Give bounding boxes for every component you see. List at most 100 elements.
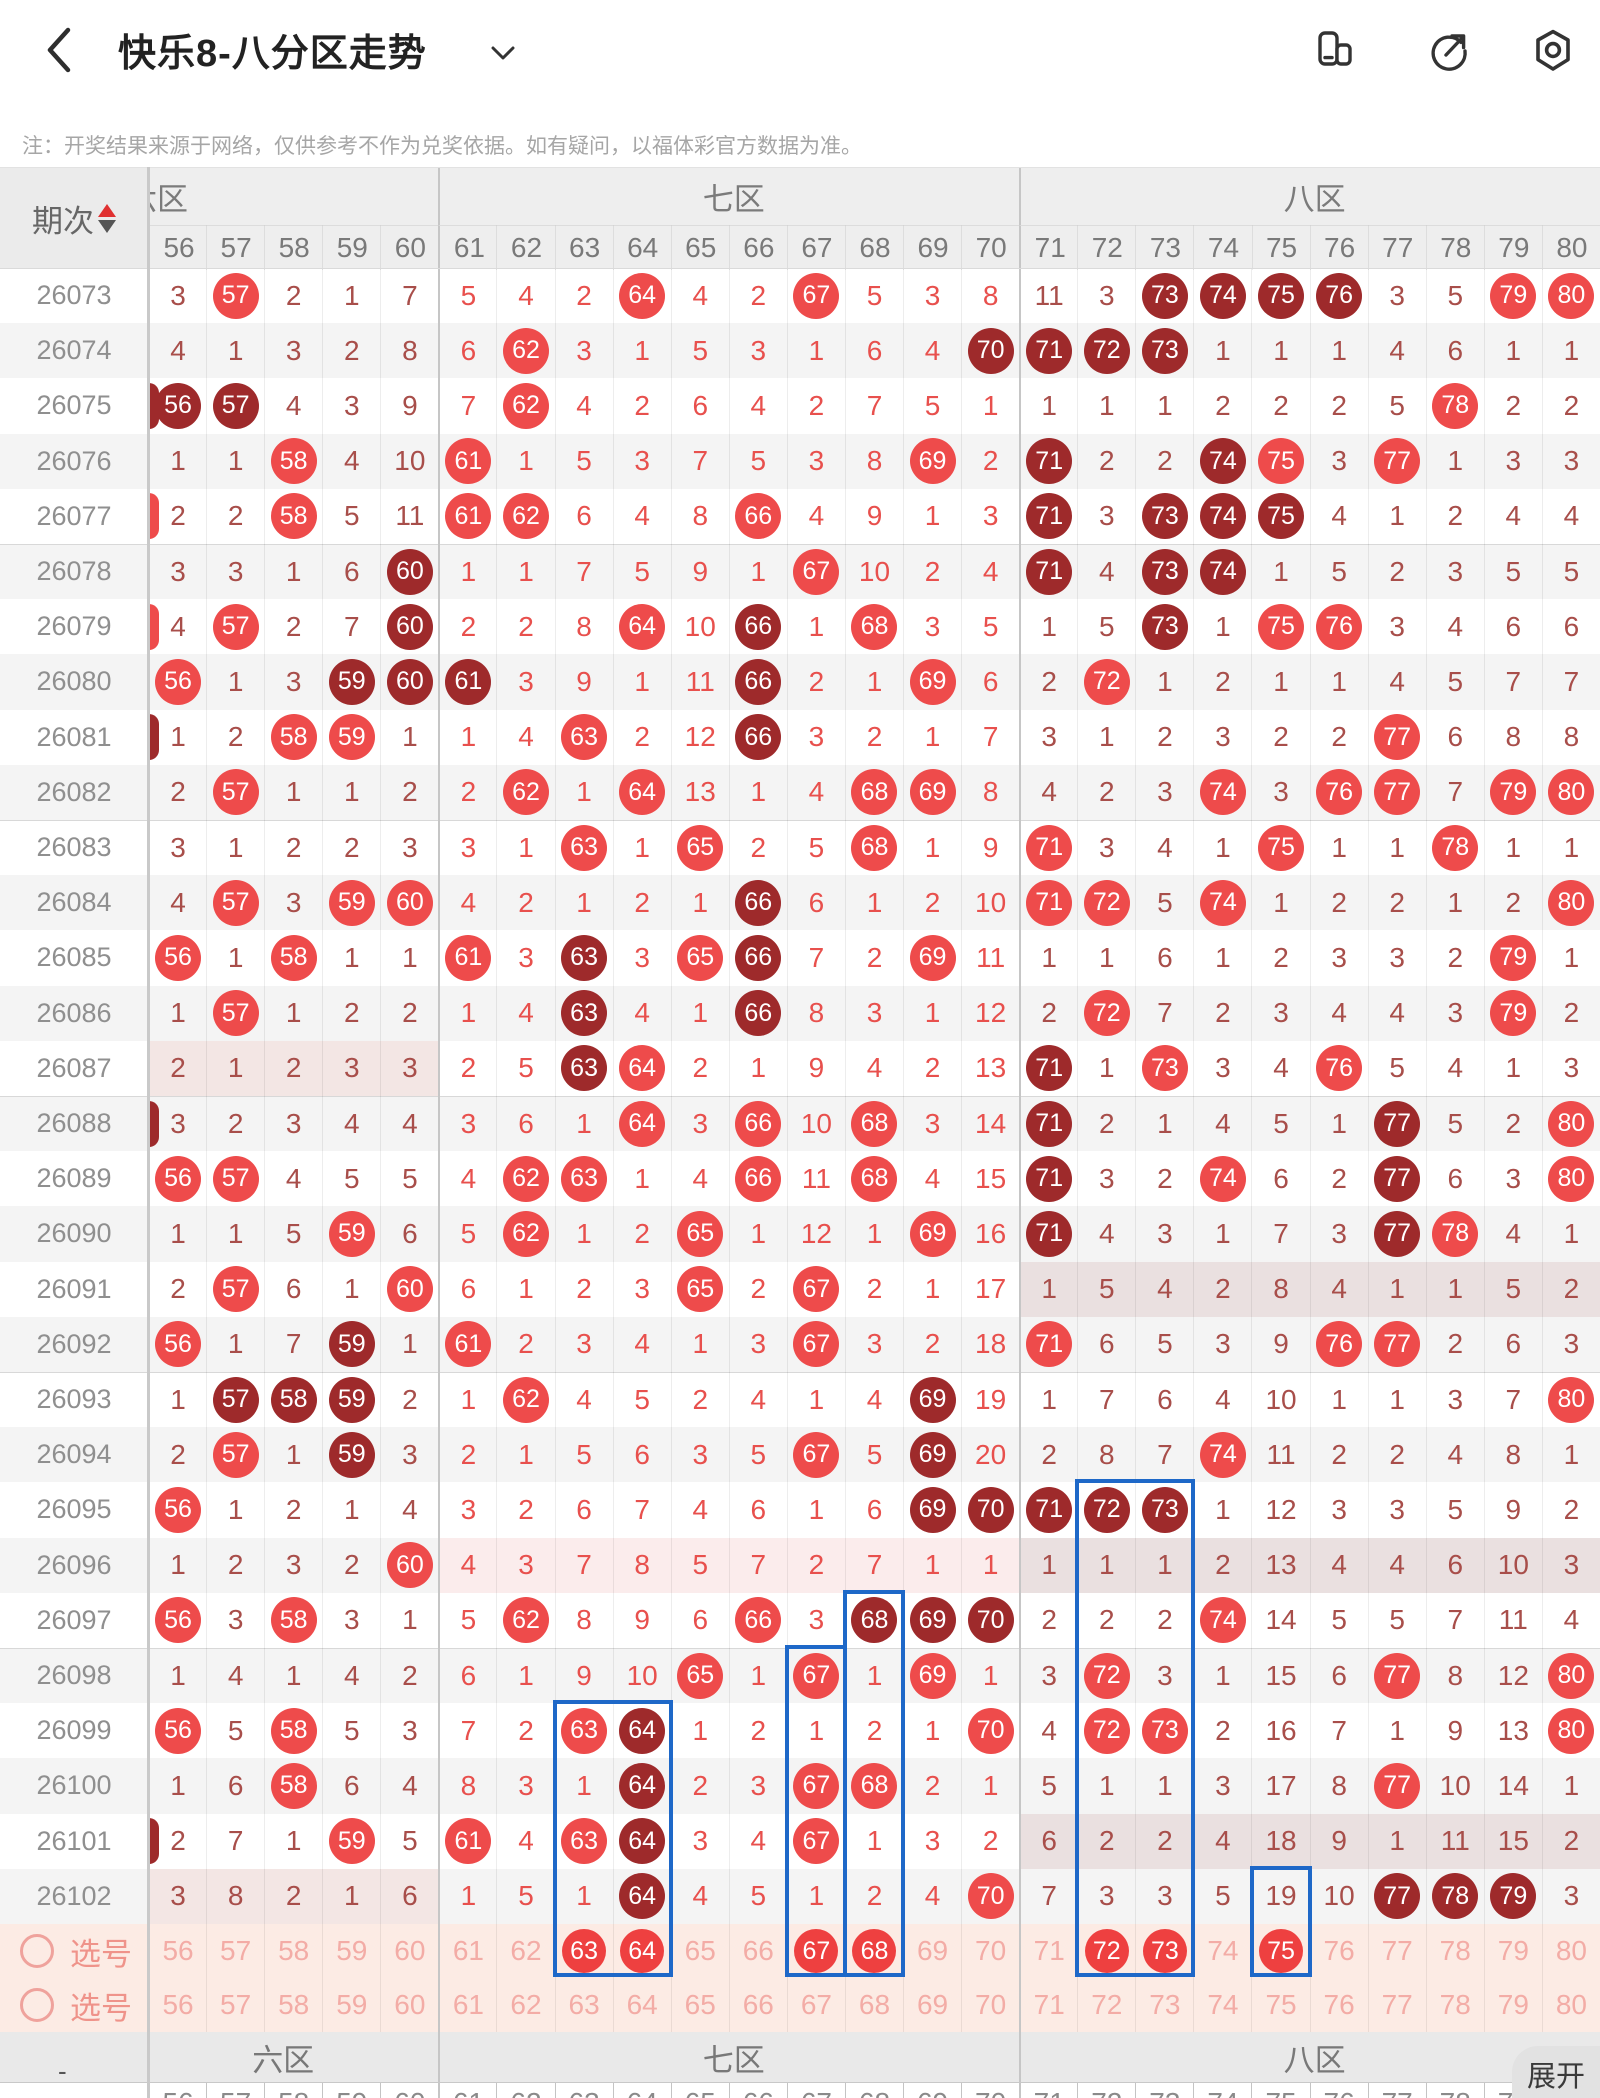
selection-number-58[interactable]: 58: [264, 1924, 322, 1978]
title-dropdown[interactable]: [488, 44, 518, 64]
drawn-ball: 59: [328, 1210, 375, 1257]
trend-cell: 3: [786, 1592, 845, 1648]
period-header[interactable]: 期次: [0, 168, 148, 269]
trend-cell: 4: [1425, 1427, 1484, 1483]
share-button[interactable]: [1424, 26, 1474, 76]
trend-cell: 8: [554, 1592, 613, 1648]
selection-number-69[interactable]: 69: [903, 1978, 961, 2032]
selection-number-61[interactable]: 61: [438, 1924, 496, 1978]
trend-cell: 66: [728, 930, 787, 986]
trend-cell: 2: [1193, 1703, 1251, 1759]
selection-number-73[interactable]: 73: [1135, 1978, 1193, 2032]
selection-number-68[interactable]: 68: [844, 1924, 903, 1978]
selection-number-71[interactable]: 71: [1019, 1924, 1077, 1978]
drawn-ball: 73: [1141, 1707, 1188, 1754]
selection-number-77[interactable]: 77: [1367, 1924, 1426, 1978]
selection-number-74[interactable]: 74: [1193, 1978, 1251, 2032]
trend-cell: 2: [844, 930, 903, 986]
selection-number-66[interactable]: 66: [728, 1924, 787, 1978]
period-label: 26101: [36, 1825, 112, 1856]
trend-cell: 77: [1367, 764, 1426, 820]
selection-number-79[interactable]: 79: [1483, 1924, 1542, 1978]
column-header-62: 62: [496, 225, 556, 270]
selection-number-77[interactable]: 77: [1367, 1978, 1426, 2032]
drawn-ball: 75: [1258, 438, 1305, 485]
selection-number-75[interactable]: 75: [1251, 1978, 1309, 2032]
trend-cell: 3: [322, 1040, 381, 1096]
drawn-ball: 71: [1026, 438, 1073, 485]
back-button[interactable]: [38, 24, 82, 76]
trend-cell: 58: [264, 930, 322, 986]
selection-number-76[interactable]: 76: [1309, 1924, 1368, 1978]
selection-number-60[interactable]: 60: [380, 1924, 438, 1978]
selection-number-80[interactable]: 80: [1541, 1978, 1600, 2032]
selection-number-67[interactable]: 67: [786, 1978, 845, 2032]
trend-cell: 3: [1483, 433, 1542, 489]
drawn-ball: 76: [1316, 272, 1363, 319]
trend-cell: 63: [554, 930, 613, 986]
selection-number-60[interactable]: 60: [380, 1978, 438, 2032]
selection-number-56[interactable]: 56: [148, 1978, 206, 2032]
trend-cell: 3: [148, 544, 206, 600]
drawn-ball: 77: [1374, 1210, 1421, 1257]
expand-button[interactable]: 展开: [1512, 2046, 1600, 2098]
trend-cell: 2: [1425, 488, 1484, 544]
chevron-left-icon: [47, 27, 71, 73]
selection-number-57[interactable]: 57: [206, 1978, 264, 2032]
sort-icons[interactable]: [98, 204, 116, 233]
trend-cell: 5: [670, 323, 729, 379]
drawn-ball: 65: [677, 1210, 724, 1257]
selection-number-63[interactable]: 63: [554, 1924, 613, 1978]
settings-button[interactable]: [1528, 26, 1578, 76]
drawn-ball: 75: [1258, 824, 1305, 871]
trend-cell: 6: [1135, 930, 1193, 986]
selection-number-78[interactable]: 78: [1425, 1924, 1484, 1978]
trend-cell: 1: [1077, 1758, 1135, 1814]
selection-number-63[interactable]: 63: [554, 1978, 613, 2032]
selection-number-70[interactable]: 70: [961, 1978, 1019, 2032]
drawn-ball: 66: [735, 658, 782, 705]
drawn-ball: 61: [445, 493, 492, 540]
selection-number-70[interactable]: 70: [961, 1924, 1019, 1978]
selection-number-71[interactable]: 71: [1019, 1978, 1077, 2032]
table-row: 26073 3 57 2 1 7 5 4 2 64 4 2 67 5 3 8 11 3 73 74 75 76 3 5 79 80: [0, 268, 1600, 324]
selection-number-80[interactable]: 80: [1541, 1924, 1600, 1978]
selection-number-62[interactable]: 62: [496, 1978, 554, 2032]
selection-number-61[interactable]: 61: [438, 1978, 496, 2032]
selection-radio[interactable]: [20, 1934, 54, 1968]
selection-number-58[interactable]: 58: [264, 1978, 322, 2032]
trend-cell: 1: [148, 985, 206, 1041]
selection-radio[interactable]: [20, 1988, 54, 2022]
selection-number-72[interactable]: 72: [1077, 1924, 1135, 1978]
selection-number-65[interactable]: 65: [670, 1978, 729, 2032]
selection-number-73[interactable]: 73: [1135, 1924, 1193, 1978]
selection-number-64[interactable]: 64: [612, 1924, 671, 1978]
selection-number-69[interactable]: 69: [903, 1924, 961, 1978]
selection-number-67[interactable]: 67: [786, 1924, 845, 1978]
selection-number-64[interactable]: 64: [612, 1978, 671, 2032]
selection-number-72[interactable]: 72: [1077, 1978, 1135, 2032]
trend-cell: 2: [148, 1040, 207, 1096]
selection-number-75[interactable]: 75: [1251, 1924, 1309, 1978]
selection-number-59[interactable]: 59: [322, 1978, 380, 2032]
drawn-ball: 57: [212, 603, 259, 650]
selection-number-65[interactable]: 65: [670, 1924, 729, 1978]
drawn-ball: 73: [1141, 1045, 1188, 1092]
selection-number-78[interactable]: 78: [1425, 1978, 1484, 2032]
selection-number-79[interactable]: 79: [1483, 1978, 1542, 2032]
trend-cell: 1: [322, 764, 380, 820]
drawn-ball: 70: [967, 327, 1014, 374]
selection-number-56[interactable]: 56: [148, 1924, 206, 1978]
selection-number-74[interactable]: 74: [1193, 1924, 1251, 1978]
windows-button[interactable]: [1312, 26, 1362, 76]
selection-number-59[interactable]: 59: [322, 1924, 380, 1978]
selection-number-57[interactable]: 57: [206, 1924, 264, 1978]
trend-cell: 5: [264, 1206, 322, 1262]
trend-cell: 1: [1367, 1372, 1426, 1428]
selection-number-68[interactable]: 68: [844, 1978, 903, 2032]
trend-cell: 62: [496, 378, 554, 434]
selection-number-62[interactable]: 62: [496, 1924, 554, 1978]
trend-cell: 1: [1425, 1261, 1484, 1317]
selection-number-66[interactable]: 66: [728, 1978, 787, 2032]
selection-number-76[interactable]: 76: [1309, 1978, 1368, 2032]
